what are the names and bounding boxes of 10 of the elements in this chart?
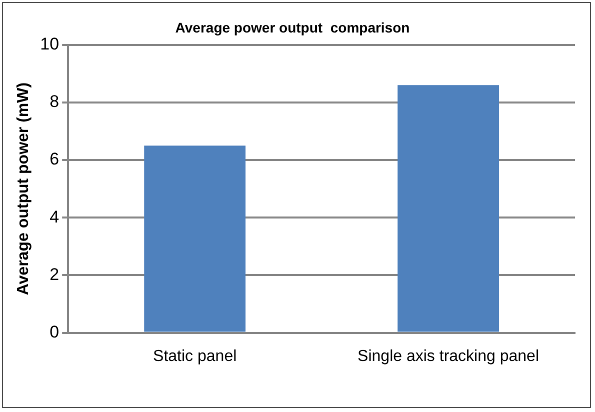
y-tick-label: 6: [50, 150, 60, 169]
chart-title: Average power output comparison: [175, 19, 410, 36]
y-axis-title: Average output power (mW): [15, 82, 32, 296]
x-tick-label: Single axis tracking panel: [358, 348, 539, 365]
y-tick-label: 8: [50, 92, 60, 112]
y-tick-label: 10: [40, 34, 60, 54]
y-tick-label: 0: [50, 322, 60, 342]
y-tick-label: 4: [50, 207, 60, 226]
y-tick-label: 2: [50, 264, 60, 284]
x-tick-label: Static panel: [153, 348, 237, 365]
